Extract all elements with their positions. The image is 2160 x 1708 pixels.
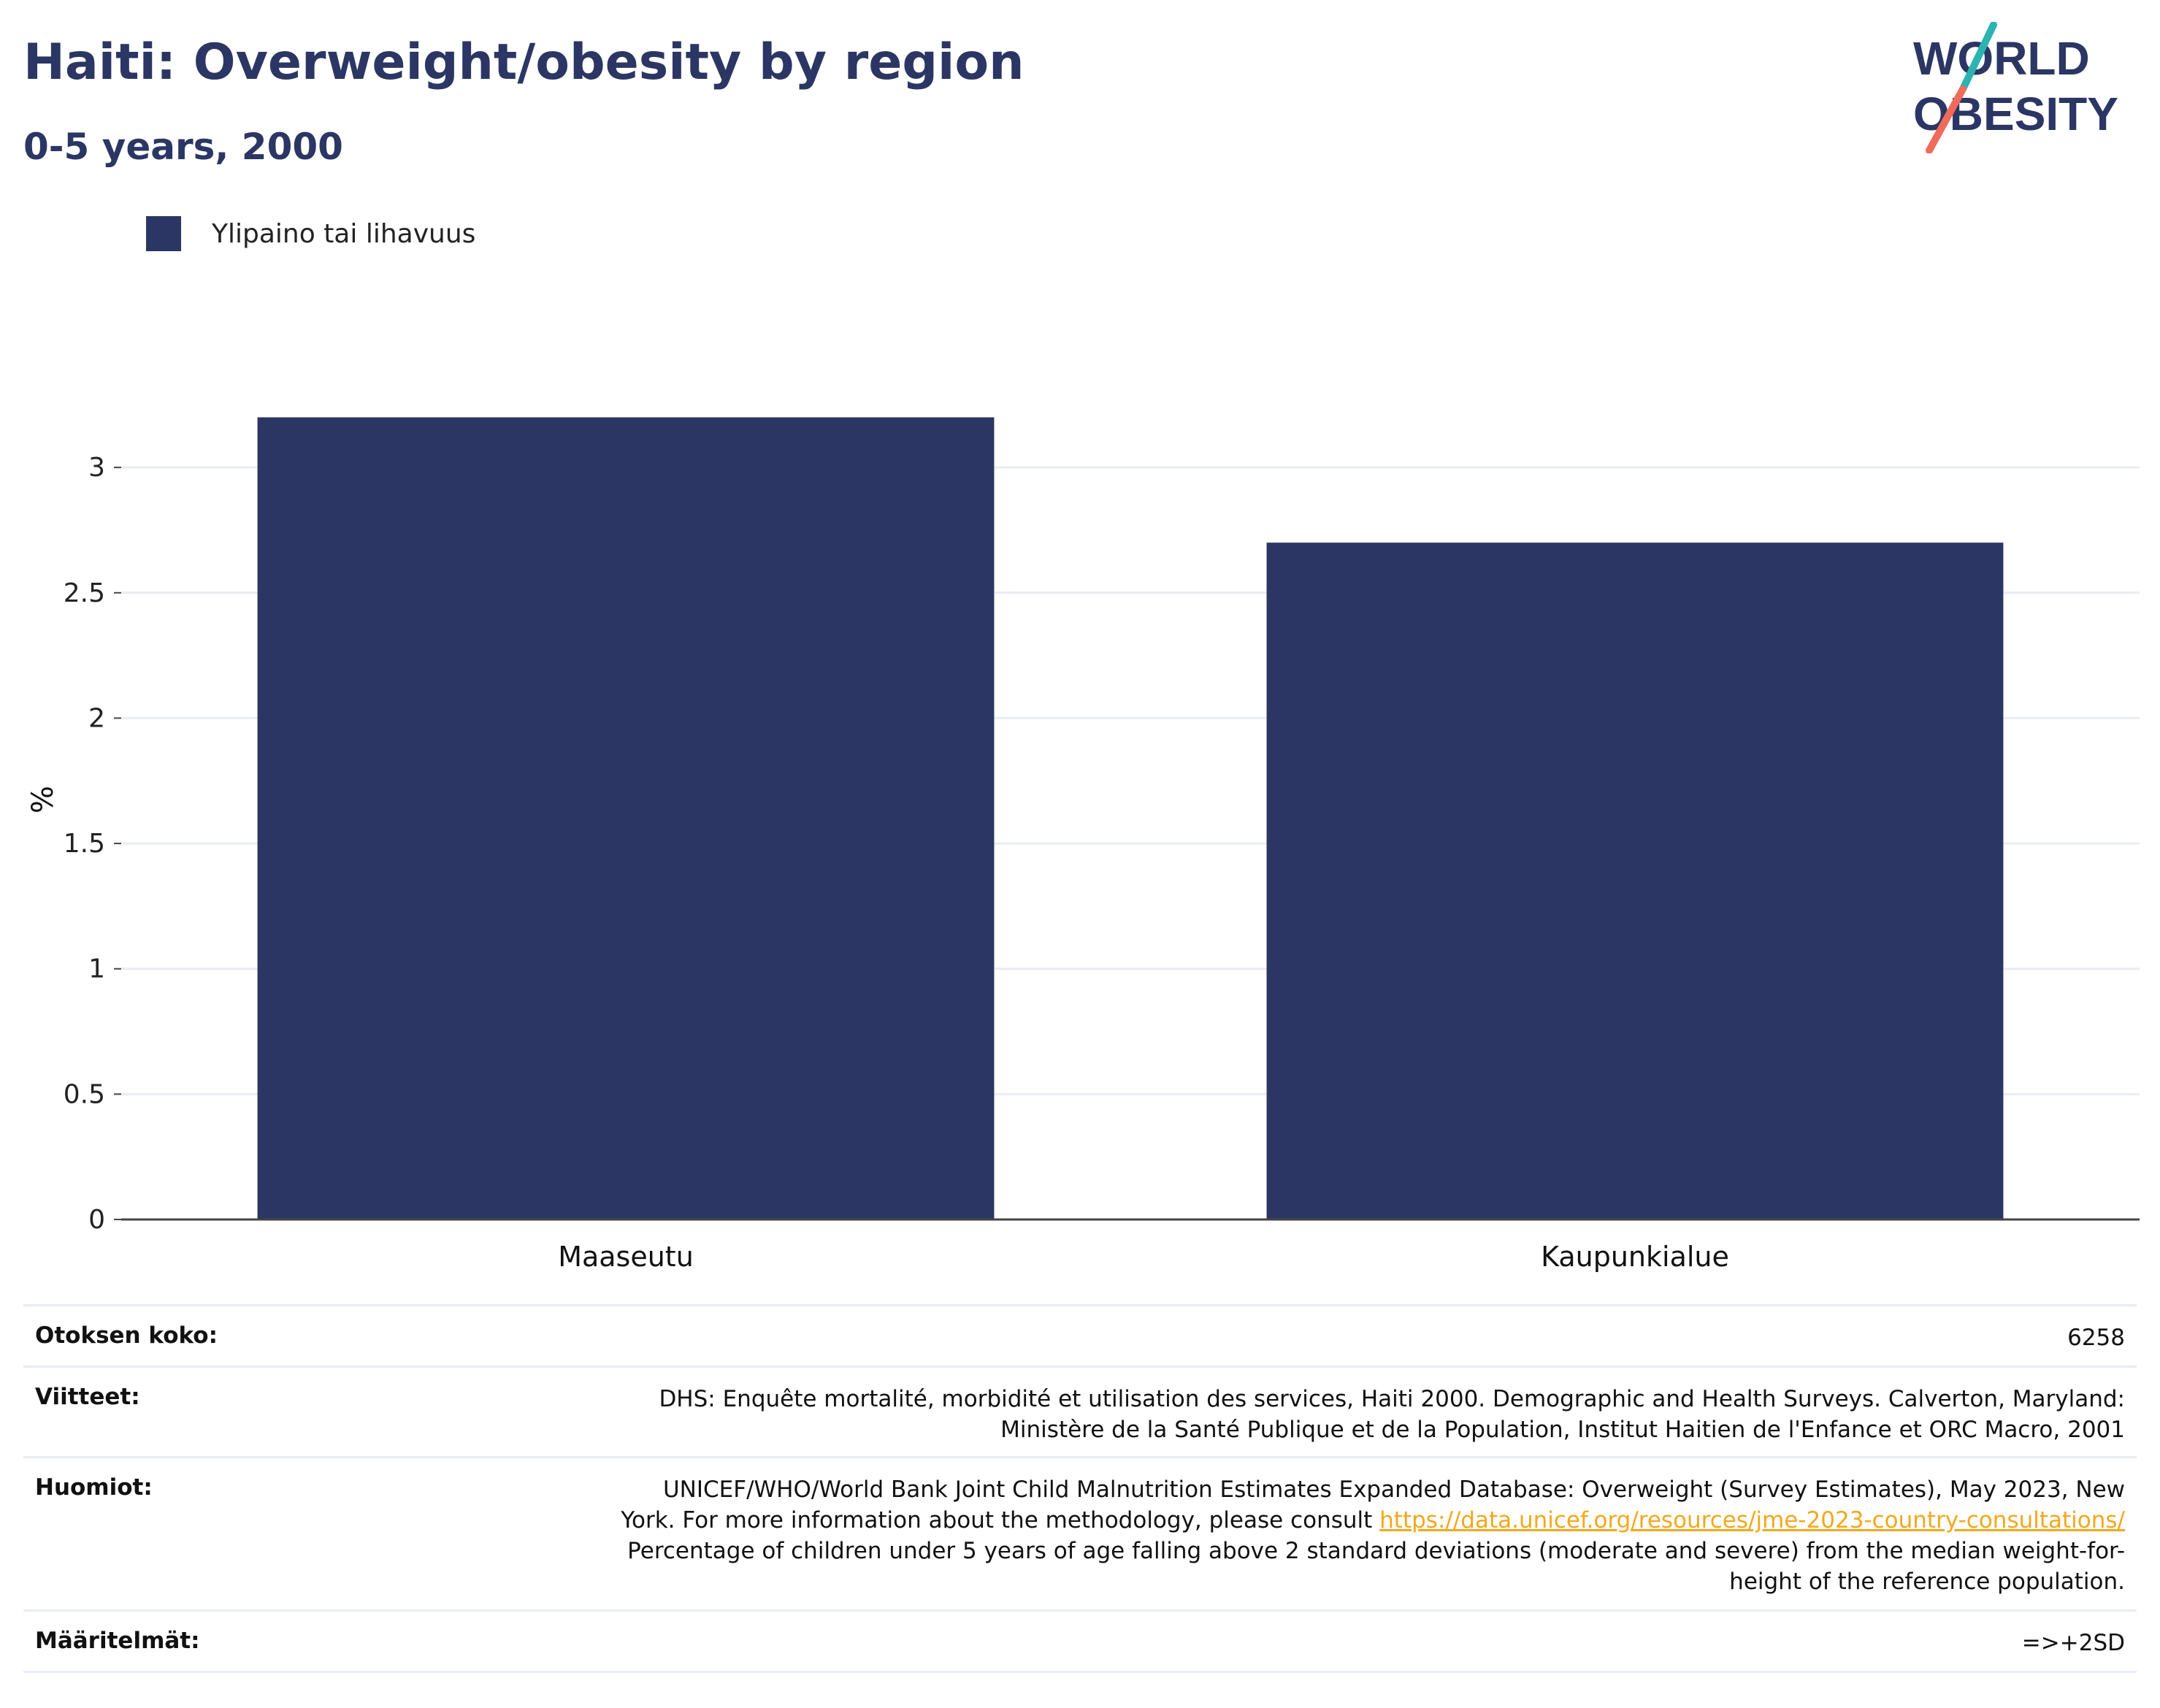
- references-value: DHS: Enquête mortalité, morbidité et uti…: [659, 1384, 2125, 1445]
- notes-line4: height of the reference population.: [1729, 1569, 2125, 1595]
- x-category-label: Maaseutu: [558, 1241, 694, 1273]
- y-tick-label: 3: [88, 453, 105, 483]
- info-row-notes: Huomiot: UNICEF/WHO/World Bank Joint Chi…: [23, 1458, 2137, 1612]
- legend-swatch: [146, 216, 181, 251]
- info-row-references: Viitteet: DHS: Enquête mortalité, morbid…: [23, 1368, 2137, 1458]
- chart-subtitle: 0-5 years, 2000: [23, 126, 343, 168]
- notes-value: UNICEF/WHO/World Bank Joint Child Malnut…: [621, 1474, 2125, 1597]
- references-line2: Ministère de la Santé Publique et de la …: [1000, 1417, 2125, 1443]
- info-row-definitions: Määritelmät: =>+2SD: [23, 1612, 2137, 1673]
- methodology-link[interactable]: https://data.unicef.org/resources/jme-20…: [1379, 1507, 2125, 1533]
- legend-label: Ylipaino tai lihavuus: [212, 218, 476, 249]
- y-tick-label: 0.5: [64, 1079, 105, 1109]
- notes-line1: UNICEF/WHO/World Bank Joint Child Malnut…: [662, 1477, 2125, 1503]
- y-tick-label: 0: [88, 1205, 105, 1235]
- logo-slash-bottom: [1926, 85, 1966, 153]
- x-category-label: Kaupunkialue: [1541, 1241, 1729, 1273]
- logo-line1: WORLD: [1913, 32, 2090, 85]
- notes-line3: Percentage of children under 5 years of …: [627, 1538, 2125, 1564]
- y-tick-label: 1.5: [64, 829, 105, 859]
- bar: [257, 417, 995, 1219]
- notes-label: Huomiot:: [35, 1474, 153, 1501]
- bar: [1266, 543, 2004, 1219]
- y-tick-label: 1: [88, 954, 105, 984]
- chart-title: Haiti: Overweight/obesity by region: [23, 34, 1025, 91]
- references-line1: DHS: Enquête mortalité, morbidité et uti…: [659, 1386, 2125, 1412]
- definitions-value: =>+2SD: [2021, 1630, 2125, 1656]
- bar-chart: 0 0.5 1 1.5 2 2.5 3 Maaseutu Kaupunkialue%: [26, 417, 2140, 1273]
- info-table: Otoksen koko: 6258 Viitteet: DHS: Enquêt…: [23, 1304, 2137, 1673]
- legend[interactable]: Ylipaino tai lihavuus: [146, 216, 475, 251]
- y-tick-label: 2.5: [64, 578, 105, 608]
- logo-slash-top: [1959, 22, 1997, 93]
- y-axis-label: %: [26, 786, 60, 813]
- sample-size-value: 6258: [2067, 1325, 2125, 1351]
- definitions-label: Määritelmät:: [35, 1628, 200, 1654]
- references-label: Viitteet:: [35, 1384, 140, 1410]
- sample-size-label: Otoksen koko:: [35, 1322, 218, 1349]
- world-obesity-logo: WORLD OBESITY: [1913, 22, 2118, 153]
- y-tick-label: 2: [88, 703, 105, 733]
- info-row-sample-size: Otoksen koko: 6258: [23, 1306, 2137, 1368]
- notes-line2-prefix: York. For more information about the met…: [621, 1507, 1373, 1533]
